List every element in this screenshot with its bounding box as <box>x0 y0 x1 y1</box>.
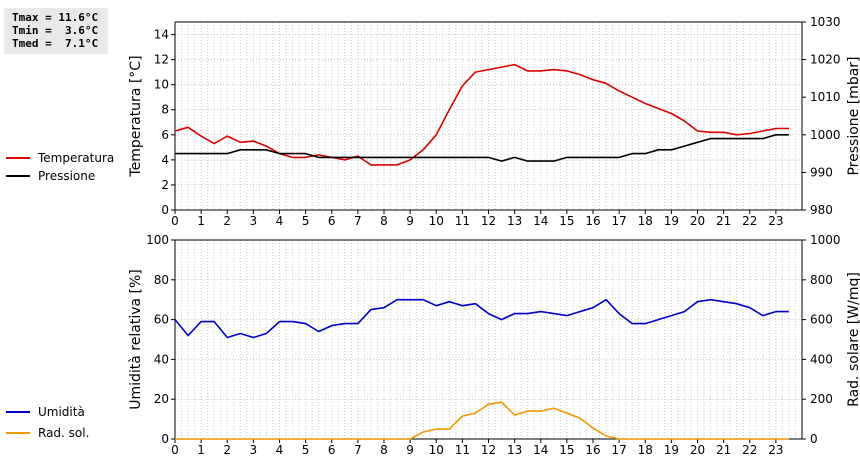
y-tick-label-right: 200 <box>810 392 833 406</box>
x-tick-label: 8 <box>380 214 388 228</box>
y-tick-label-left: 0 <box>161 432 169 446</box>
y-tick-label-left: 6 <box>161 128 169 142</box>
x-tick-label: 2 <box>223 443 231 457</box>
legend-label: Rad. sol. <box>38 426 89 440</box>
x-tick-label: 11 <box>455 214 470 228</box>
x-tick-label: 22 <box>742 214 757 228</box>
y-tick-label-right: 1010 <box>810 90 841 104</box>
series-line <box>175 134 789 162</box>
y-tick-label-left: 14 <box>154 28 169 42</box>
x-tick-label: 16 <box>585 443 600 457</box>
x-tick-label: 4 <box>276 443 284 457</box>
y-tick-label-right: 800 <box>810 273 833 287</box>
y-tick-label-right: 1020 <box>810 53 841 67</box>
x-tick-label: 7 <box>354 214 362 228</box>
x-tick-label: 21 <box>716 214 731 228</box>
x-tick-label: 21 <box>716 443 731 457</box>
x-tick-label: 1 <box>197 443 205 457</box>
x-tick-label: 22 <box>742 443 757 457</box>
x-tick-label: 15 <box>559 443 574 457</box>
y-axis-title-right: Pressione [mbar] <box>846 56 860 175</box>
series-line <box>175 401 789 440</box>
legend-label: Umidità <box>38 405 85 419</box>
x-tick-label: 3 <box>250 214 258 228</box>
x-tick-label: 19 <box>664 443 679 457</box>
x-tick-label: 5 <box>302 443 310 457</box>
y-tick-label-left: 60 <box>154 313 169 327</box>
y-tick-label-right: 990 <box>810 165 833 179</box>
y-tick-label-left: 10 <box>154 78 169 92</box>
y-tick-label-left: 0 <box>161 203 169 217</box>
x-tick-label: 15 <box>559 214 574 228</box>
y-tick-label-left: 8 <box>161 103 169 117</box>
legend-label: Pressione <box>38 169 95 183</box>
x-tick-label: 6 <box>328 214 336 228</box>
x-tick-label: 5 <box>302 214 310 228</box>
tmin-readout: Tmin = 3.6°C <box>12 24 99 37</box>
y-tick-label-left: 12 <box>154 53 169 67</box>
y-tick-label-right: 980 <box>810 203 833 217</box>
x-tick-label: 9 <box>406 214 414 228</box>
x-tick-label: 17 <box>611 214 626 228</box>
x-tick-label: 14 <box>533 443 548 457</box>
x-tick-label: 18 <box>638 214 653 228</box>
x-tick-label: 3 <box>250 443 258 457</box>
y-tick-label-right: 1030 <box>810 15 841 29</box>
x-tick-label: 14 <box>533 214 548 228</box>
y-tick-label-left: 40 <box>154 352 169 366</box>
x-tick-label: 20 <box>690 443 705 457</box>
x-tick-label: 10 <box>429 214 444 228</box>
y-tick-label-right: 1000 <box>810 233 841 247</box>
stats-box: Tmax = 11.6°C Tmin = 3.6°C Tmed = 7.1°C <box>4 8 108 54</box>
x-tick-label: 12 <box>481 443 496 457</box>
x-tick-label: 9 <box>406 443 414 457</box>
y-tick-label-left: 100 <box>146 233 169 247</box>
x-tick-label: 23 <box>768 214 783 228</box>
x-tick-label: 8 <box>380 443 388 457</box>
x-tick-label: 20 <box>690 214 705 228</box>
y-axis-title-left: Umidità relativa [%] <box>128 269 144 410</box>
x-tick-label: 6 <box>328 443 336 457</box>
y-tick-label-right: 400 <box>810 352 833 366</box>
y-tick-label-left: 20 <box>154 392 169 406</box>
y-tick-label-left: 2 <box>161 178 169 192</box>
x-tick-label: 19 <box>664 214 679 228</box>
x-tick-label: 17 <box>611 443 626 457</box>
x-tick-label: 0 <box>171 443 179 457</box>
x-tick-label: 7 <box>354 443 362 457</box>
tmed-readout: Tmed = 7.1°C <box>12 37 99 50</box>
x-tick-label: 12 <box>481 214 496 228</box>
x-tick-label: 1 <box>197 214 205 228</box>
x-tick-label: 2 <box>223 214 231 228</box>
x-tick-label: 16 <box>585 214 600 228</box>
x-tick-label: 0 <box>171 214 179 228</box>
y-tick-label-left: 4 <box>161 153 169 167</box>
x-tick-label: 13 <box>507 443 522 457</box>
tmax-readout: Tmax = 11.6°C <box>12 11 99 24</box>
y-tick-label-left: 80 <box>154 273 169 287</box>
y-tick-label-right: 0 <box>810 432 818 446</box>
x-tick-label: 23 <box>768 443 783 457</box>
y-tick-label-right: 600 <box>810 313 833 327</box>
y-tick-label-right: 1000 <box>810 128 841 142</box>
x-tick-label: 10 <box>429 443 444 457</box>
series-line <box>174 298 789 339</box>
x-tick-label: 13 <box>507 214 522 228</box>
x-tick-label: 18 <box>638 443 653 457</box>
y-axis-title-left: Temperatura [°C] <box>128 55 144 177</box>
x-tick-label: 4 <box>276 214 284 228</box>
legend-label: Temperatura <box>37 151 114 165</box>
y-axis-title-right: Rad. solare [W/mq] <box>846 272 860 407</box>
x-tick-label: 11 <box>455 443 470 457</box>
